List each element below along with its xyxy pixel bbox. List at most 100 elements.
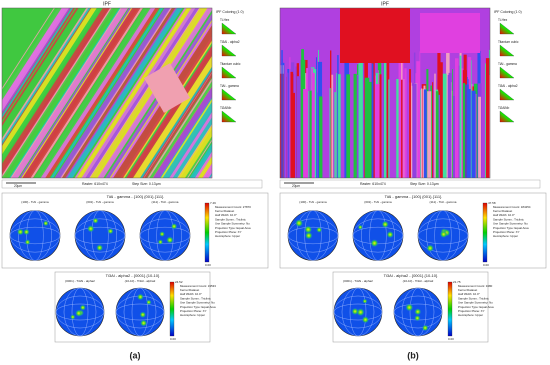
pf-spot <box>157 239 164 245</box>
grain <box>147 78 212 178</box>
map-frame <box>1 7 213 179</box>
grain <box>287 68 291 178</box>
grain <box>286 72 289 178</box>
grain <box>89 8 208 178</box>
colorbar <box>169 281 175 337</box>
grain <box>162 101 212 178</box>
pf-spot <box>92 217 99 224</box>
pf-info: Hemisphere: Upper <box>215 234 240 238</box>
grain <box>289 57 291 178</box>
pf-spot <box>79 304 86 311</box>
pf-grid <box>333 295 383 329</box>
legend-key <box>499 66 515 79</box>
pf-spot <box>23 228 30 236</box>
colorbar-min: 0.00 <box>205 263 211 267</box>
pf-spot <box>96 244 104 252</box>
pf-info: Kernel Dataset <box>493 209 512 213</box>
grain <box>2 8 70 112</box>
grain <box>2 8 91 145</box>
legend-item: Ti-Hex <box>498 18 508 22</box>
grain <box>149 81 212 178</box>
grain <box>400 79 403 178</box>
legend-item: Titanium cubic <box>498 40 519 44</box>
colorbar-min: 0.00 <box>483 263 489 267</box>
pf-subtitle: {0001} - Ti3Al - alpha2 <box>343 279 373 283</box>
legend-key <box>499 110 515 123</box>
colorbar-min: 0.00 <box>170 337 176 341</box>
grain <box>160 98 212 178</box>
panel-label: (a) <box>130 350 141 360</box>
grain <box>358 49 361 178</box>
pf-info: Hemisphere: Upper <box>458 313 483 317</box>
pf-grid <box>393 295 443 329</box>
pf-info: Half Width: 10.0° <box>215 213 237 217</box>
pf-spot <box>357 224 363 230</box>
pf-spot <box>146 299 152 305</box>
grain <box>485 58 490 178</box>
pf-info: Hemisphere: Upper <box>493 234 518 238</box>
grain <box>336 73 338 178</box>
grain <box>34 8 151 178</box>
pf-spot <box>136 293 144 301</box>
pf-info: Projection Type: Equal Area <box>215 226 251 230</box>
grain <box>330 74 334 178</box>
grain <box>292 92 295 178</box>
pf-grid <box>361 210 395 261</box>
pf-spot <box>86 224 95 233</box>
grain <box>340 8 410 63</box>
grain <box>2 8 74 118</box>
grain <box>2 8 66 107</box>
grain <box>411 85 414 178</box>
pf-info: Projection Type: Equal Area <box>458 305 494 309</box>
pf-grid <box>296 210 330 261</box>
grain <box>383 49 387 178</box>
pf-info: Measurement Count: 3480 <box>458 284 493 288</box>
grain <box>427 91 432 178</box>
grain <box>330 50 332 178</box>
grain <box>379 74 382 178</box>
pf-info: Measurement Count: 184254 <box>493 205 531 209</box>
grain <box>2 8 77 124</box>
grain <box>368 81 372 178</box>
pf-spot <box>304 231 313 240</box>
grain <box>2 8 92 146</box>
grain <box>396 78 400 178</box>
legend-item: Ti-Hex <box>220 18 230 22</box>
grain <box>375 84 380 178</box>
pf-grid <box>83 210 117 261</box>
grain <box>81 8 197 178</box>
grain <box>2 8 101 161</box>
grain <box>142 70 212 178</box>
grain <box>346 74 351 178</box>
legend-key <box>221 88 237 101</box>
pf-spot <box>414 308 422 316</box>
pf-subtitle: {001} - TiAl - gamma <box>86 200 114 204</box>
pf-spot <box>351 307 359 316</box>
pf-subtitle: {100} - TiAl - gamma <box>299 200 327 204</box>
grain <box>421 88 423 178</box>
panel-label: (b) <box>407 350 419 360</box>
grain <box>2 8 55 90</box>
grain <box>2 8 71 114</box>
legend-key <box>221 22 237 35</box>
grain <box>295 66 298 178</box>
pf-spot <box>361 316 370 324</box>
pf-grid <box>287 218 339 253</box>
pf-spot <box>139 319 148 327</box>
pf-info: Use Sample Symmetry: No <box>458 301 493 305</box>
grain <box>307 90 309 178</box>
grain <box>448 72 452 178</box>
pf-spot <box>405 303 414 312</box>
grain <box>386 48 390 178</box>
step: Step Size: 0.13µm <box>132 182 161 186</box>
scale-label: 20µm <box>292 184 300 188</box>
pf-grid <box>18 210 52 261</box>
ipf-map <box>280 8 490 178</box>
pf-grid <box>417 218 469 253</box>
legend-key <box>221 44 237 57</box>
pf-grid <box>9 218 61 253</box>
scale-row <box>1 179 263 189</box>
pf-subtitle: {10-10} - Ti3Al - alpha2 <box>125 279 156 283</box>
grain <box>50 8 164 178</box>
grain <box>432 82 434 178</box>
